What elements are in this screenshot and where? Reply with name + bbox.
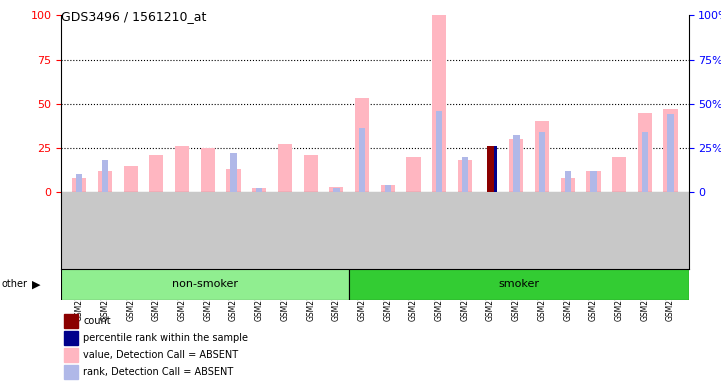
- Bar: [175, 146, 189, 192]
- Bar: [230, 153, 236, 192]
- Bar: [586, 171, 601, 192]
- Bar: [432, 15, 446, 192]
- Bar: [539, 132, 545, 192]
- Bar: [668, 114, 673, 192]
- Bar: [149, 155, 164, 192]
- Bar: [333, 189, 340, 192]
- Bar: [304, 155, 318, 192]
- Bar: [359, 128, 366, 192]
- Bar: [64, 314, 78, 328]
- FancyBboxPatch shape: [349, 269, 689, 300]
- Text: count: count: [83, 316, 111, 326]
- Bar: [590, 171, 597, 192]
- Bar: [494, 146, 497, 192]
- Text: percentile rank within the sample: percentile rank within the sample: [83, 333, 248, 343]
- Bar: [102, 160, 108, 192]
- Bar: [278, 144, 292, 192]
- Bar: [407, 157, 420, 192]
- Text: smoker: smoker: [498, 279, 539, 289]
- Bar: [565, 171, 571, 192]
- Bar: [535, 121, 549, 192]
- Bar: [461, 157, 468, 192]
- Bar: [64, 331, 78, 345]
- Text: other: other: [1, 279, 27, 289]
- Bar: [612, 157, 627, 192]
- Text: GDS3496 / 1561210_at: GDS3496 / 1561210_at: [61, 10, 207, 23]
- FancyBboxPatch shape: [61, 269, 349, 300]
- Text: rank, Detection Call = ABSENT: rank, Detection Call = ABSENT: [83, 367, 234, 377]
- Bar: [381, 185, 395, 192]
- Bar: [76, 174, 82, 192]
- Bar: [384, 185, 391, 192]
- Bar: [252, 189, 266, 192]
- Bar: [436, 111, 443, 192]
- Bar: [98, 171, 112, 192]
- Bar: [123, 166, 138, 192]
- Bar: [642, 132, 648, 192]
- Bar: [638, 113, 652, 192]
- Bar: [72, 178, 87, 192]
- Text: non-smoker: non-smoker: [172, 279, 238, 289]
- Bar: [513, 136, 520, 192]
- Bar: [487, 146, 495, 192]
- Bar: [256, 189, 262, 192]
- Bar: [329, 187, 343, 192]
- Bar: [458, 160, 472, 192]
- Text: ▶: ▶: [32, 279, 41, 289]
- Bar: [355, 98, 369, 192]
- Bar: [226, 169, 241, 192]
- Bar: [663, 109, 678, 192]
- Bar: [200, 148, 215, 192]
- Bar: [509, 139, 523, 192]
- Bar: [64, 365, 78, 379]
- Bar: [561, 178, 575, 192]
- Text: value, Detection Call = ABSENT: value, Detection Call = ABSENT: [83, 350, 239, 360]
- Bar: [64, 348, 78, 362]
